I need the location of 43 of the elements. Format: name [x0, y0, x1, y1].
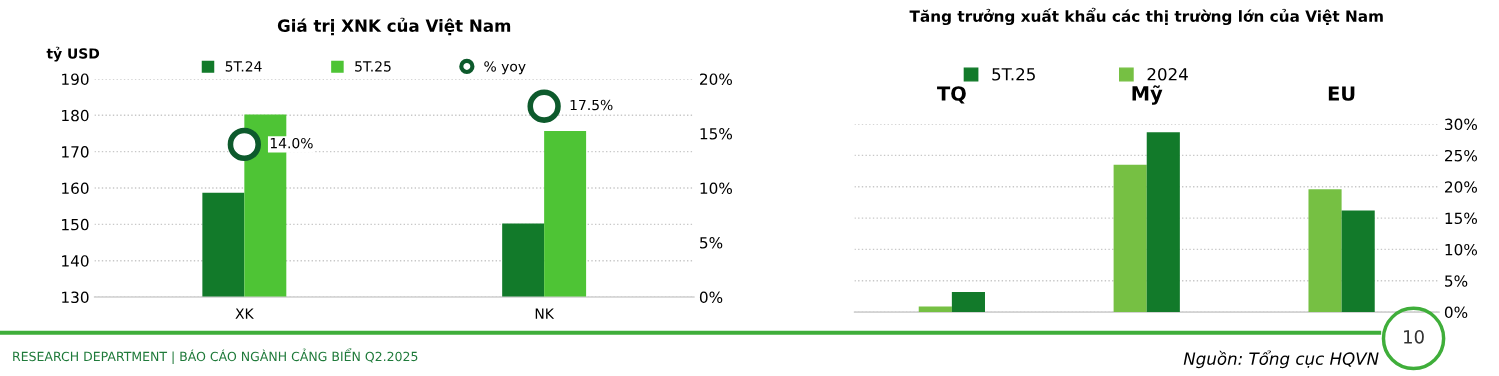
bar: [1341, 210, 1375, 313]
bar: [1113, 164, 1147, 313]
x-tick-label: NK: [535, 308, 555, 319]
y2-tick-label: 0%: [1444, 306, 1468, 319]
y2-tick-label: 20%: [700, 73, 733, 85]
y2-tick-label: 0%: [699, 291, 723, 304]
text: RESEARCH DEPARTMENT | BÁO CÁO NGÀNH CẢNG BIỂN Q2.2025: [13, 347, 418, 364]
y-tick-label: 170: [62, 146, 89, 158]
y2-tick-label: 15%: [700, 127, 733, 140]
x-tick-label: EU: [1328, 86, 1355, 101]
y-axis-title: tỷ USD: [46, 46, 100, 62]
data-label: 17.5%: [570, 99, 613, 111]
legend-label: % yoy: [484, 61, 526, 75]
y-tick-label: 130: [62, 291, 89, 304]
bar: [951, 292, 985, 313]
y2-tick-label: 15%: [1445, 212, 1478, 225]
chart-title: Giá trị XNK của Việt Nam: [277, 17, 511, 36]
x-tick-label: TQ: [937, 86, 966, 104]
legend-label: 5T.25: [355, 61, 391, 72]
y2-tick-label: 10%: [700, 182, 733, 195]
y2-tick-label: 30%: [1445, 118, 1478, 131]
y-tick-label: 150: [62, 218, 89, 231]
legend-label: 5T.25: [992, 67, 1035, 81]
data-label: 14.0%: [270, 137, 313, 149]
legend-label: 5T.24: [225, 61, 262, 72]
y2-tick-label: 5%: [700, 236, 723, 249]
x-tick-label: Mỹ: [1132, 85, 1163, 105]
y-tick-label: 160: [62, 182, 89, 195]
text: 10: [1404, 329, 1424, 344]
y2-tick-label: 5%: [1445, 275, 1468, 287]
y-tick-label: 140: [62, 255, 89, 267]
legend-label: 2024: [1147, 67, 1188, 81]
y-tick-label: 180: [62, 109, 89, 122]
y2-tick-label: 25%: [1445, 149, 1478, 162]
text: Nguồn: Tổng cục HQVN: [1183, 350, 1379, 369]
x-tick-label: XK: [235, 308, 254, 319]
y2-tick-label: 20%: [1445, 181, 1478, 193]
y-tick-label: 190: [62, 73, 89, 85]
y2-tick-label: 10%: [1445, 243, 1478, 256]
bar: [1146, 132, 1180, 313]
bar: [918, 306, 952, 313]
bar: [1308, 189, 1342, 313]
chart-title: Tăng trưởng xuất khẩu các thị trường lớn của Việt Nam: [909, 7, 1383, 26]
